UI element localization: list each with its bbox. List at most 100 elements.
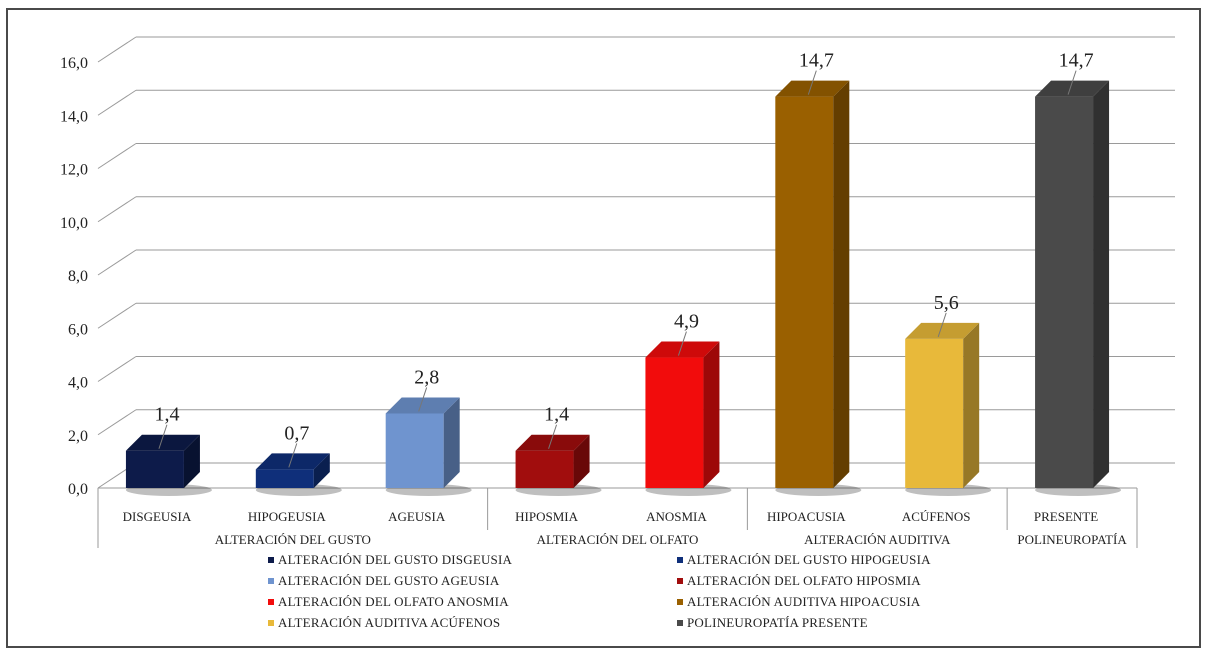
y-tick-label: 0,0 bbox=[68, 481, 88, 498]
legend-item: ALTERACIÓN AUDITIVA ACÚFENOS bbox=[268, 615, 500, 631]
bar-side bbox=[703, 341, 720, 488]
data-label-leader bbox=[548, 424, 558, 449]
category-label: ACÚFENOS bbox=[902, 509, 971, 524]
category-label: PRESENTE bbox=[1034, 509, 1098, 524]
bar-front bbox=[905, 338, 964, 488]
legend-swatch bbox=[268, 620, 274, 626]
data-label: 1,4 bbox=[544, 404, 569, 426]
data-label: 4,9 bbox=[674, 311, 699, 333]
bar-side bbox=[833, 80, 850, 489]
gridline bbox=[97, 356, 1175, 382]
bar bbox=[515, 434, 602, 496]
data-label-leader bbox=[937, 312, 947, 338]
bar bbox=[1035, 80, 1122, 496]
gridline bbox=[97, 36, 1175, 63]
data-label-leader bbox=[1067, 70, 1077, 95]
legend-label: ALTERACIÓN DEL GUSTO HIPOGEUSIA bbox=[687, 552, 931, 567]
bar-front bbox=[1035, 96, 1094, 489]
bar-top bbox=[385, 397, 460, 414]
bar-top bbox=[905, 322, 980, 339]
bar-top bbox=[775, 80, 850, 97]
legend-label: POLINEUROPATÍA PRESENTE bbox=[687, 615, 868, 630]
bar bbox=[385, 397, 472, 496]
gridline bbox=[97, 89, 1175, 116]
legend-item: ALTERACIÓN DEL GUSTO DISGEUSIA bbox=[268, 552, 512, 568]
bar-front bbox=[385, 413, 444, 488]
bar bbox=[645, 341, 732, 496]
y-tick-label: 2,0 bbox=[68, 428, 88, 445]
legend-label: ALTERACIÓN DEL OLFATO HIPOSMIA bbox=[687, 573, 921, 588]
bar-side bbox=[443, 397, 460, 488]
legend-swatch bbox=[268, 578, 274, 584]
bar-front bbox=[515, 450, 574, 488]
legend-label: ALTERACIÓN AUDITIVA HIPOACUSIA bbox=[687, 594, 921, 609]
legend-item: ALTERACIÓN DEL OLFATO ANOSMIA bbox=[268, 594, 509, 610]
bar-side bbox=[963, 322, 980, 488]
data-label: 14,7 bbox=[799, 50, 834, 72]
legend-item: POLINEUROPATÍA PRESENTE bbox=[677, 615, 868, 631]
category-label: HIPOSMIA bbox=[515, 509, 578, 524]
bar-side bbox=[313, 453, 330, 488]
bar-side bbox=[1093, 80, 1110, 489]
data-label-leader bbox=[418, 387, 428, 412]
y-tick-label: 14,0 bbox=[60, 108, 88, 125]
y-tick-label: 6,0 bbox=[68, 321, 88, 338]
chart-frame bbox=[6, 8, 1201, 648]
legend-swatch bbox=[268, 557, 274, 563]
bar-top bbox=[645, 341, 720, 358]
bar-top bbox=[125, 434, 200, 451]
data-label: 14,7 bbox=[1059, 50, 1094, 72]
bar-front bbox=[775, 96, 834, 489]
data-label: 0,7 bbox=[284, 422, 309, 444]
gridline bbox=[97, 249, 1175, 276]
legend-label: ALTERACIÓN DEL GUSTO AGEUSIA bbox=[278, 573, 500, 588]
y-tick-label: 12,0 bbox=[60, 162, 88, 179]
group-label: POLINEUROPATÍA bbox=[1017, 532, 1127, 547]
legend-swatch bbox=[268, 599, 274, 605]
gridline bbox=[97, 196, 1175, 223]
data-label-leader bbox=[807, 70, 817, 95]
legend-item: ALTERACIÓN DEL OLFATO HIPOSMIA bbox=[677, 573, 921, 589]
legend-label: ALTERACIÓN DEL GUSTO DISGEUSIA bbox=[278, 552, 513, 567]
bar bbox=[125, 434, 212, 496]
category-label: DISGEUSIA bbox=[123, 509, 192, 524]
data-label: 1,4 bbox=[154, 404, 179, 426]
bar-top bbox=[255, 453, 330, 470]
bar-front bbox=[255, 469, 314, 488]
bar-top bbox=[1035, 80, 1110, 97]
legend-item: ALTERACIÓN AUDITIVA HIPOACUSIA bbox=[677, 594, 921, 610]
category-label: HIPOGEUSIA bbox=[248, 509, 327, 524]
data-label: 5,6 bbox=[934, 292, 959, 314]
y-tick-label: 4,0 bbox=[68, 375, 88, 392]
gridline bbox=[97, 302, 1175, 329]
group-label: ALTERACIÓN DEL OLFATO bbox=[537, 532, 699, 547]
bar bbox=[905, 322, 992, 496]
legend-swatch bbox=[677, 620, 683, 626]
chart-legend: ALTERACIÓN DEL GUSTO DISGEUSIA ALTERACIÓN… bbox=[0, 548, 1207, 636]
legend-swatch bbox=[677, 599, 683, 605]
data-label: 2,8 bbox=[414, 366, 439, 388]
group-label: ALTERACIÓN AUDITIVA bbox=[804, 532, 951, 547]
category-label: AGEUSIA bbox=[388, 509, 446, 524]
data-label-leader bbox=[677, 331, 687, 356]
bar-side bbox=[573, 434, 590, 488]
category-label: HIPOACUSIA bbox=[767, 509, 846, 524]
gridline bbox=[97, 143, 1175, 169]
legend-label: ALTERACIÓN AUDITIVA ACÚFENOS bbox=[278, 615, 501, 630]
group-label: ALTERACIÓN DEL GUSTO bbox=[215, 532, 371, 547]
bar-chart: 0,0 2,0 4,0 6,0 8,0 10,0 12,0 14,0 16,0 1,4 DISGEU… bbox=[60, 36, 1175, 548]
legend-item: ALTERACIÓN DEL GUSTO HIPOGEUSIA bbox=[677, 552, 931, 568]
legend-label: ALTERACIÓN DEL OLFATO ANOSMIA bbox=[278, 594, 509, 609]
legend-swatch bbox=[677, 578, 683, 584]
gridline bbox=[97, 409, 1175, 436]
y-tick-label: 8,0 bbox=[68, 268, 88, 285]
category-label: ANOSMIA bbox=[646, 509, 707, 524]
legend-swatch bbox=[677, 557, 683, 563]
data-label-leader bbox=[288, 443, 298, 468]
bar-front bbox=[125, 450, 184, 488]
data-label-leader bbox=[158, 424, 168, 449]
y-tick-label: 10,0 bbox=[60, 215, 88, 232]
bar-top bbox=[515, 434, 590, 451]
y-tick-label: 16,0 bbox=[60, 55, 88, 72]
legend-item: ALTERACIÓN DEL GUSTO AGEUSIA bbox=[268, 573, 499, 589]
